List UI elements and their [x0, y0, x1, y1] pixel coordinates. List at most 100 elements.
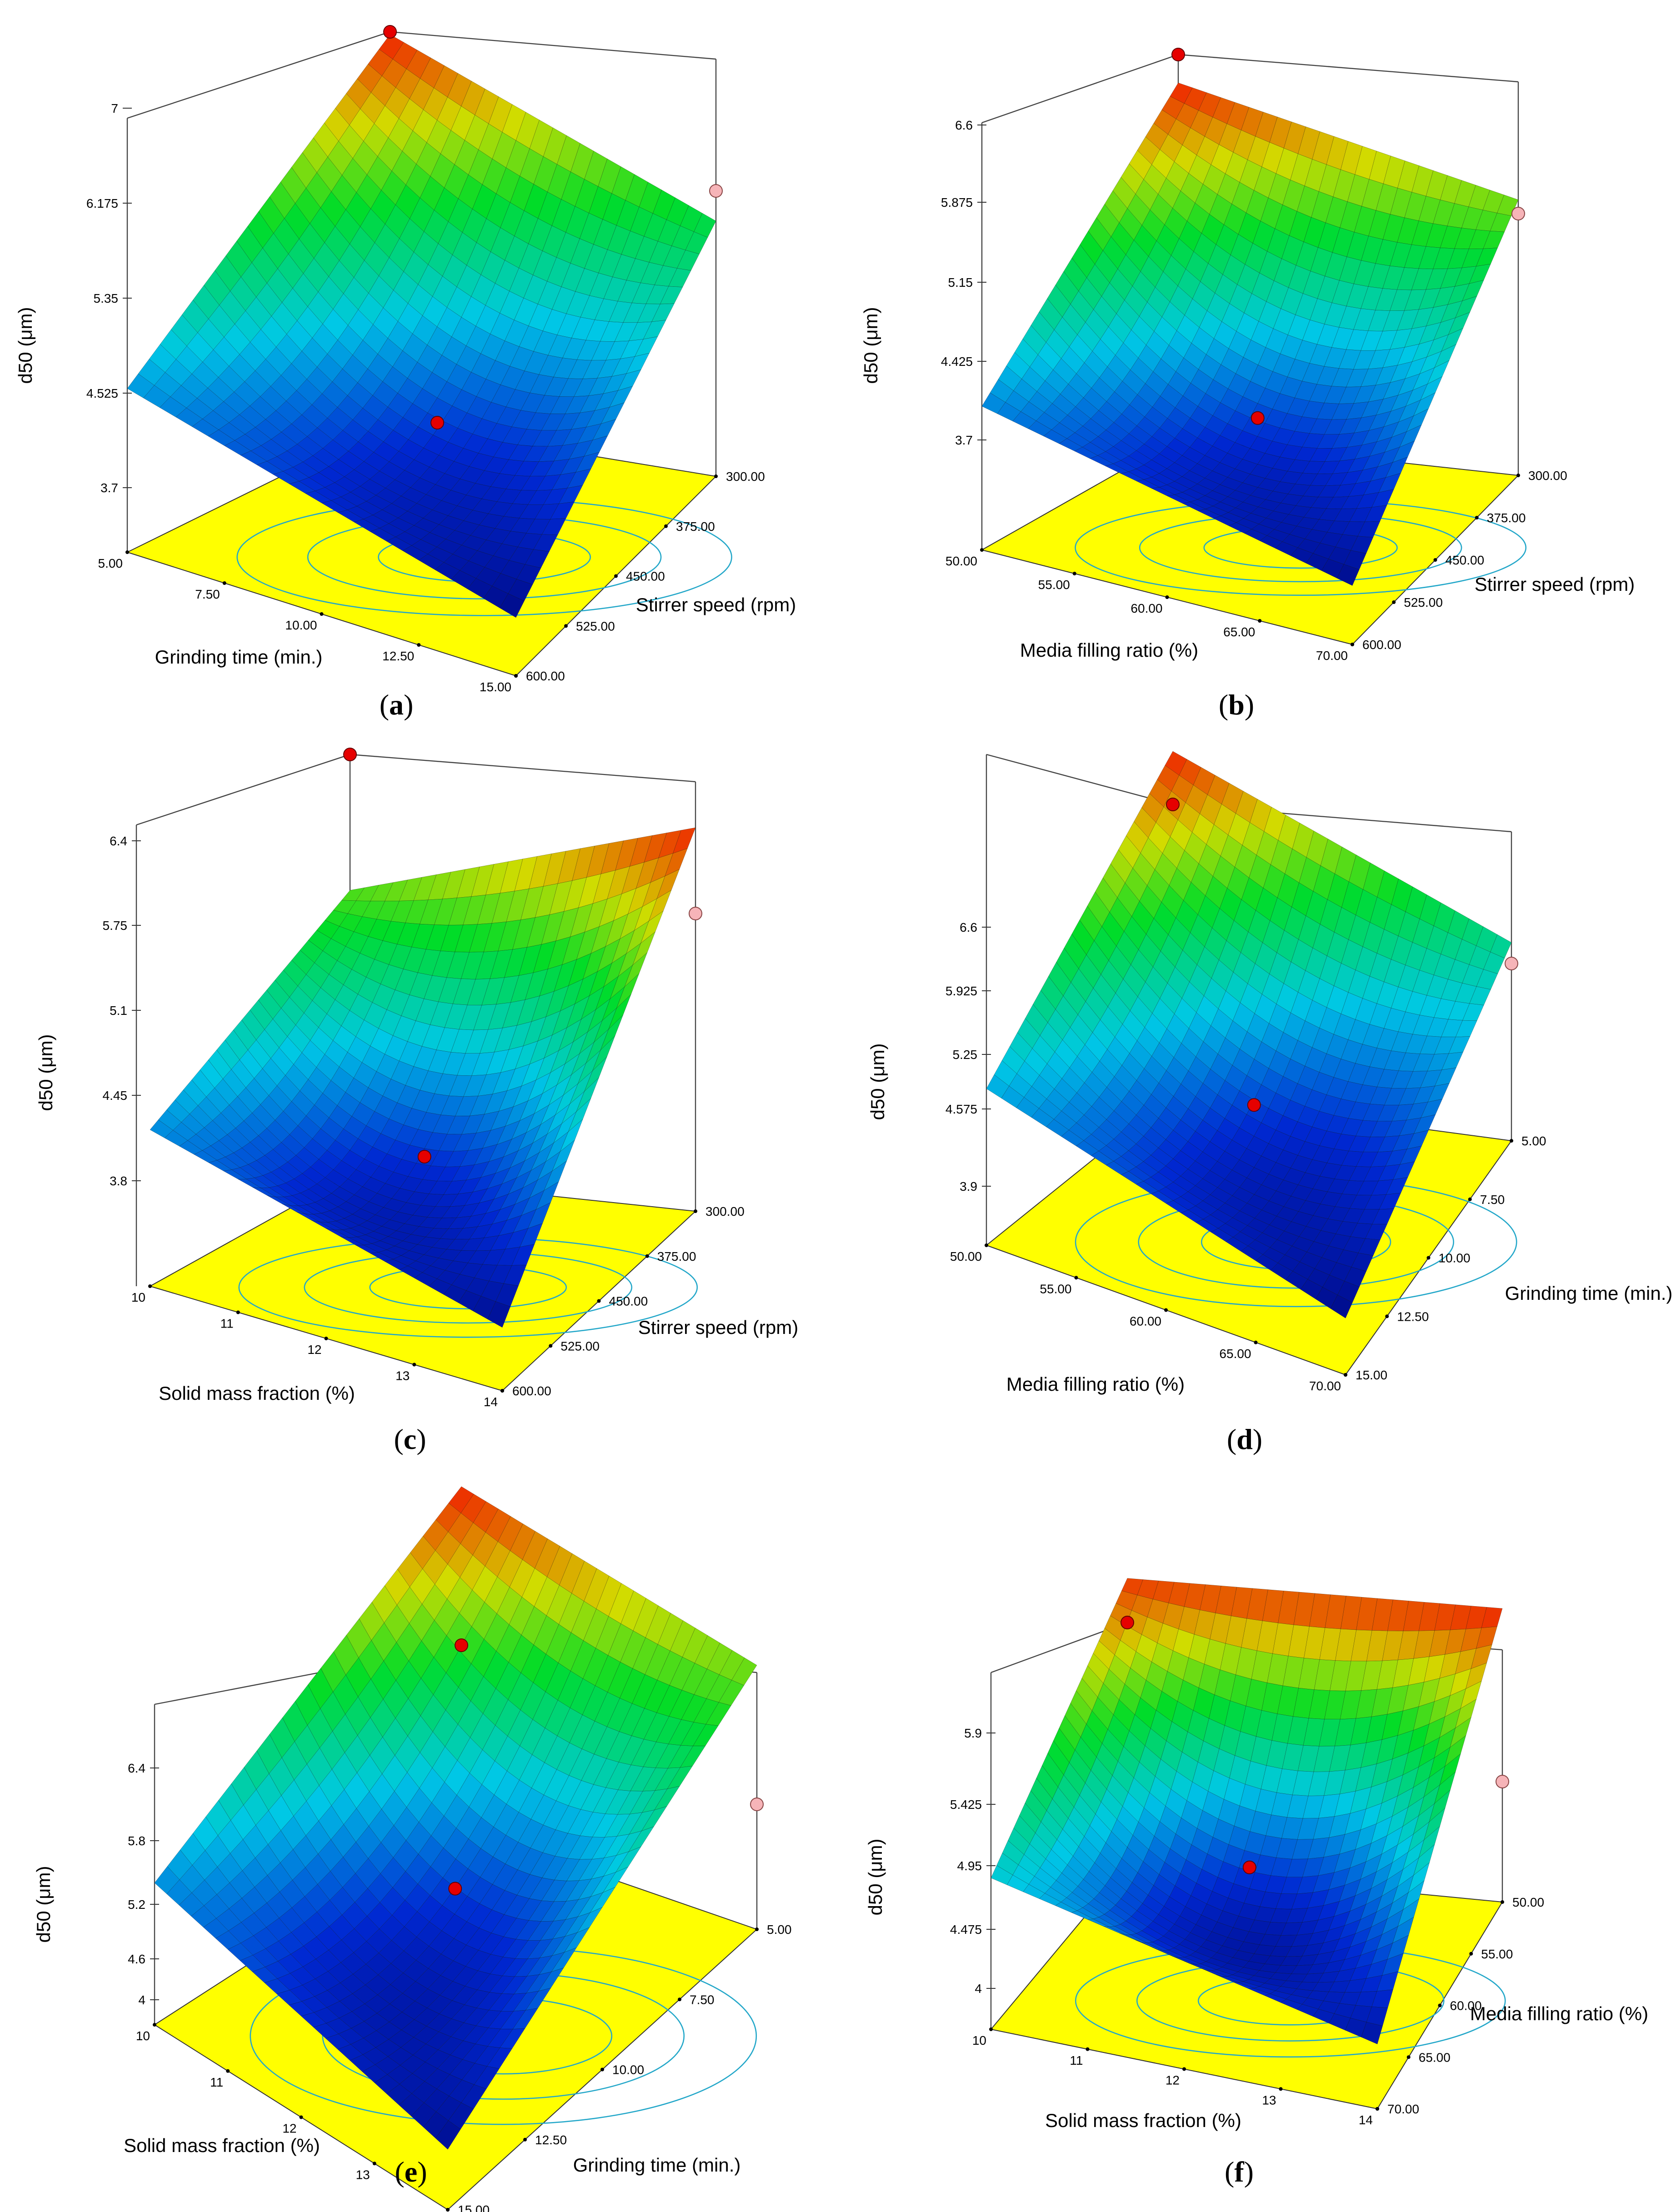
z-tick-label: 5.75: [103, 919, 128, 933]
response-surface: [154, 1486, 757, 2150]
top-right-edge: [350, 754, 696, 783]
surface-cell: [1336, 564, 1360, 586]
right-tick-label: 450.00: [609, 1294, 648, 1308]
left-axis-title: Solid mass fraction (%): [1045, 2110, 1241, 2131]
panel-label: (f): [1225, 2156, 1254, 2188]
right-tick-mark: [694, 1209, 697, 1213]
panel-label: (e): [395, 2156, 427, 2188]
z-tick-label: 3.7: [955, 433, 973, 447]
right-tick-mark: [1385, 1314, 1389, 1318]
top-right-edge: [390, 31, 716, 60]
center-design-point: [448, 1882, 462, 1896]
chart-b: 6.6 5.875 5.15 4.425 3.7 d50 (μm) 50.00 55.00 60…: [860, 48, 1635, 721]
z-tick-label: 5.425: [950, 1798, 982, 1812]
panel-label: (b): [1219, 689, 1254, 721]
surface-cell: [500, 593, 525, 618]
right-axis-title: Stirrer speed (rpm): [636, 594, 796, 615]
left-tick-label: 70.00: [1309, 1379, 1341, 1393]
left-tick-label: 50.00: [950, 1249, 982, 1263]
left-tick-label: 12: [307, 1343, 321, 1357]
corner-design-point: [1511, 207, 1525, 220]
right-tick-label: 300.00: [1528, 469, 1567, 483]
corner-design-point: [343, 748, 357, 761]
corner-design-point: [1171, 48, 1185, 61]
z-axis-title: d50 (μm): [15, 307, 36, 384]
left-tick-mark: [980, 548, 984, 552]
right-tick-label: 450.00: [626, 569, 665, 584]
center-design-point: [417, 1150, 431, 1163]
surface-cell: [1330, 1294, 1353, 1318]
left-tick-mark: [1182, 2067, 1186, 2071]
corner-design-point: [1121, 1616, 1134, 1629]
right-tick-mark: [664, 524, 668, 528]
right-tick-label: 7.50: [1480, 1193, 1505, 1207]
right-tick-label: 525.00: [560, 1339, 600, 1353]
right-tick-mark: [1351, 643, 1354, 646]
left-tick-label: 11: [220, 1317, 234, 1331]
right-tick-label: 50.00: [1512, 1895, 1544, 1909]
left-tick-mark: [1258, 619, 1262, 623]
right-tick-label: 70.00: [1387, 2102, 1419, 2116]
z-tick-label: 5.9: [964, 1726, 982, 1740]
right-tick-label: 600.00: [1362, 638, 1401, 652]
left-tick-label: 12.50: [382, 649, 414, 663]
left-tick-mark: [417, 643, 421, 647]
corner-design-point: [1166, 798, 1180, 811]
left-tick-mark: [1165, 595, 1169, 599]
left-tick-label: 15.00: [480, 680, 511, 694]
panel-label: (d): [1227, 1423, 1262, 1455]
left-tick-mark: [324, 1337, 328, 1340]
right-tick-mark: [1344, 1373, 1347, 1377]
chart-d: 6.6 5.925 5.25 4.575 3.9 d50 (μm) 50.00 55.00 60…: [867, 751, 1672, 1455]
right-tick-mark: [614, 574, 618, 578]
left-tick-mark: [1279, 2087, 1283, 2091]
response-surface: [986, 751, 1512, 1318]
left-tick-mark: [125, 550, 129, 554]
left-tick-label: 70.00: [1316, 649, 1348, 663]
right-tick-mark: [514, 674, 518, 678]
right-tick-mark: [678, 1997, 681, 2002]
left-tick-label: 12: [282, 2122, 296, 2136]
right-tick-mark: [1475, 516, 1479, 519]
z-tick-label: 3.8: [110, 1174, 127, 1188]
left-tick-mark: [989, 2027, 993, 2031]
left-tick-label: 11: [210, 2075, 223, 2089]
left-tick-mark: [412, 1363, 416, 1367]
right-tick-mark: [597, 1299, 601, 1303]
center-design-point: [1247, 1098, 1261, 1112]
right-tick-label: 525.00: [1404, 595, 1443, 609]
right-tick-label: 15.00: [458, 2203, 490, 2212]
panel-label: (c): [394, 1423, 426, 1455]
right-axis-title: Stirrer speed (rpm): [1475, 574, 1635, 595]
z-tick-label: 4.525: [86, 386, 118, 400]
corner-design-point: [689, 907, 702, 920]
left-tick-label: 10: [972, 2033, 986, 2047]
left-tick-mark: [226, 2069, 230, 2073]
z-tick-label: 5.2: [128, 1897, 145, 1912]
response-surface: [991, 1578, 1503, 2044]
left-axis-title: Solid mass fraction (%): [124, 2135, 320, 2156]
right-tick-label: 375.00: [657, 1249, 696, 1263]
right-axis-title: Grinding time (min.): [1505, 1283, 1673, 1304]
z-axis-title: d50 (μm): [865, 1839, 886, 1916]
surface-cell: [435, 2120, 461, 2150]
z-tick-label: 5.15: [948, 275, 973, 290]
z-tick-label: 4: [975, 1982, 982, 1996]
z-tick-label: 4.95: [957, 1859, 982, 1873]
left-tick-mark: [1086, 2047, 1090, 2051]
z-tick-label: 3.9: [960, 1179, 977, 1193]
right-tick-label: 525.00: [576, 619, 615, 633]
left-tick-label: 5.00: [98, 556, 123, 570]
z-tick-label: 4.575: [946, 1102, 977, 1116]
left-axis-title: Media filling ratio (%): [1020, 639, 1198, 661]
left-tick-label: 65.00: [1219, 1347, 1251, 1361]
left-tick-mark: [153, 2023, 156, 2027]
right-tick-label: 300.00: [705, 1204, 745, 1218]
left-axis-title: Solid mass fraction (%): [159, 1383, 355, 1404]
right-tick-mark: [755, 1927, 759, 1931]
left-tick-mark: [320, 612, 324, 616]
corner-design-point: [383, 25, 397, 39]
right-tick-label: 600.00: [512, 1384, 551, 1398]
